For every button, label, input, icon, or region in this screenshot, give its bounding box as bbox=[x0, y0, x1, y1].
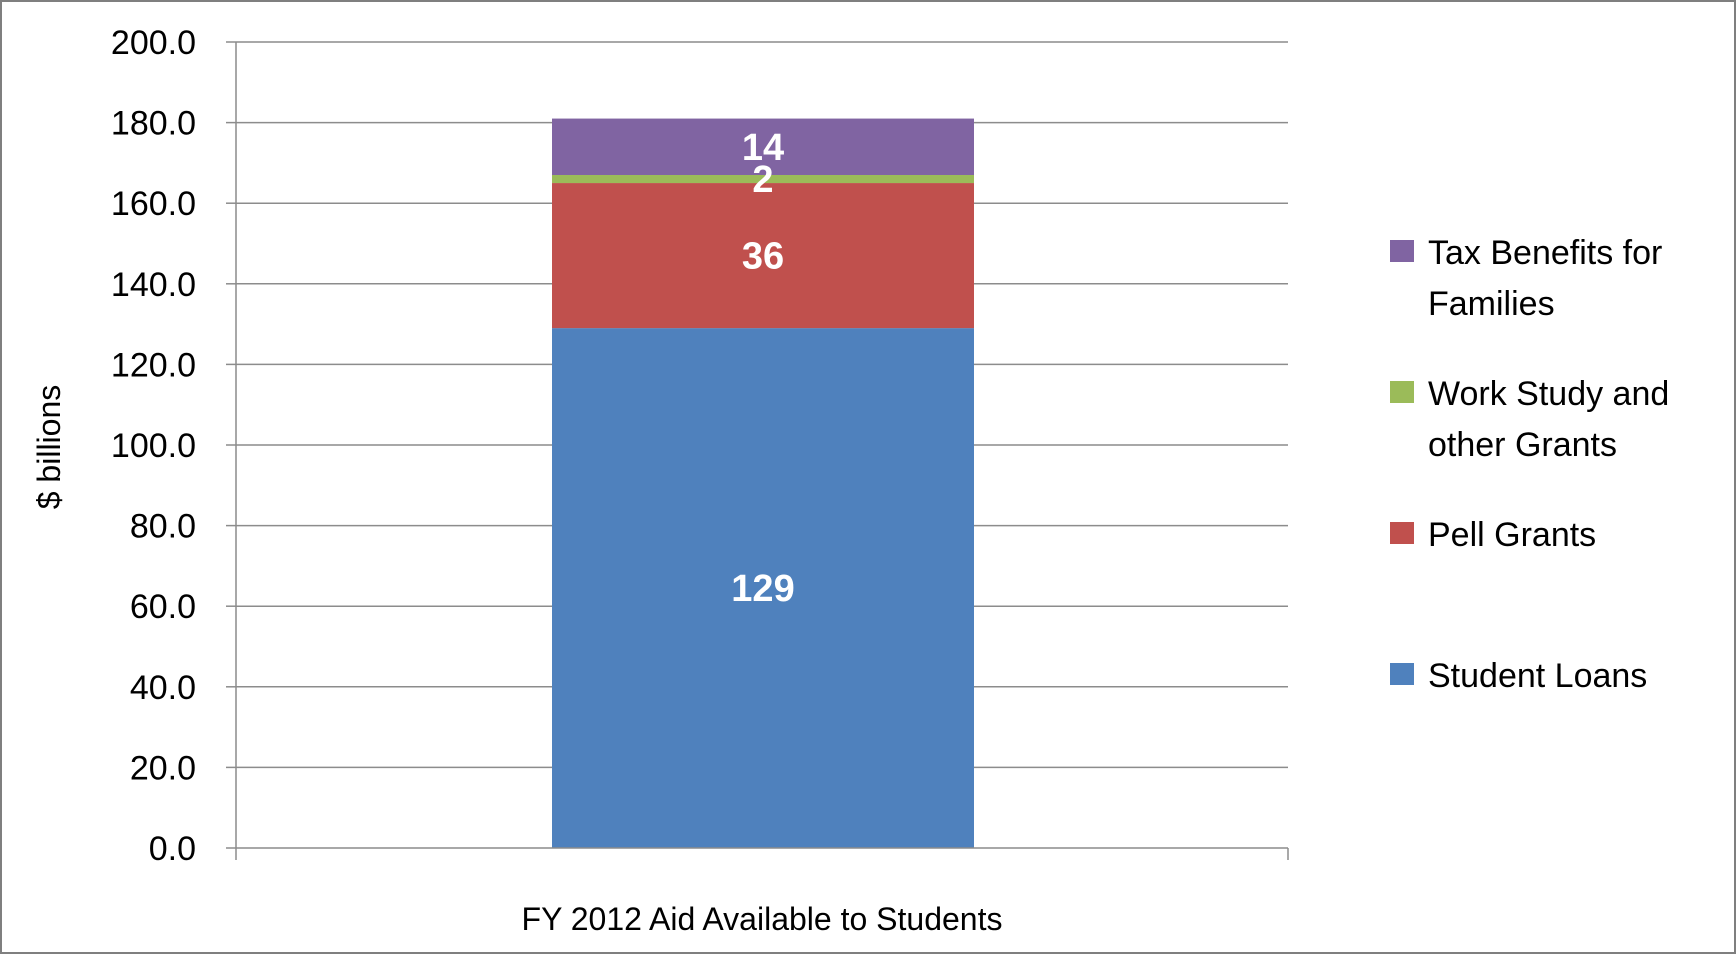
legend-swatch-tax-benefits-for-families bbox=[1390, 240, 1414, 262]
legend-label-student-loans: Student Loans bbox=[1428, 657, 1647, 695]
bar-stack bbox=[552, 118, 974, 848]
y-tick-label: 40.0 bbox=[130, 669, 196, 707]
y-tick-label: 160.0 bbox=[111, 185, 196, 223]
y-tick-label: 80.0 bbox=[130, 508, 196, 546]
y-tick-label: 200.0 bbox=[111, 24, 196, 62]
y-tick-label: 180.0 bbox=[111, 105, 196, 143]
legend-swatch-work-study-and-other-grants bbox=[1390, 381, 1414, 403]
y-tick-label: 140.0 bbox=[111, 266, 196, 304]
y-tick-label: 120.0 bbox=[111, 346, 196, 384]
data-label-student-loans: 129 bbox=[731, 568, 794, 610]
legend-label-pell-grants: Pell Grants bbox=[1428, 516, 1596, 554]
legend-label-work-study-and-other-grants: Work Study and other Grants bbox=[1428, 375, 1669, 464]
legend-swatch-student-loans bbox=[1390, 663, 1414, 685]
data-label-pell-grants: 36 bbox=[742, 236, 784, 278]
y-axis-title: $ billions bbox=[31, 385, 67, 510]
bar-segment-tax-benefits-for-families bbox=[552, 118, 974, 175]
bar-segment-work-study-and-other-grants bbox=[552, 174, 974, 184]
y-tick-label: 20.0 bbox=[130, 749, 196, 787]
legend: Tax Benefits for Families Work Study and ot… bbox=[1390, 234, 1669, 695]
data-label-work-study-and-other-grants: 2 bbox=[752, 159, 773, 201]
bar-segment-student-loans bbox=[552, 328, 974, 848]
data-labels: 129 36 214 bbox=[731, 127, 794, 610]
y-tick-label: 0.0 bbox=[149, 830, 196, 868]
legend-label-tax-benefits-for-families: Tax Benefits for Families bbox=[1428, 234, 1662, 323]
data-label-tax-benefits-for-families: 14 bbox=[742, 127, 784, 169]
bar-segment-pell-grants bbox=[552, 183, 974, 329]
y-tick-label: 60.0 bbox=[130, 588, 196, 626]
x-category-label: FY 2012 Aid Available to Students bbox=[522, 901, 1003, 937]
legend-swatch-pell-grants bbox=[1390, 522, 1414, 544]
axes: 0.0 20.0 40.0 60.0 80.0 100.0 120.0 140.0 160.0 1… bbox=[111, 24, 1289, 937]
y-tick-label: 100.0 bbox=[111, 427, 196, 465]
